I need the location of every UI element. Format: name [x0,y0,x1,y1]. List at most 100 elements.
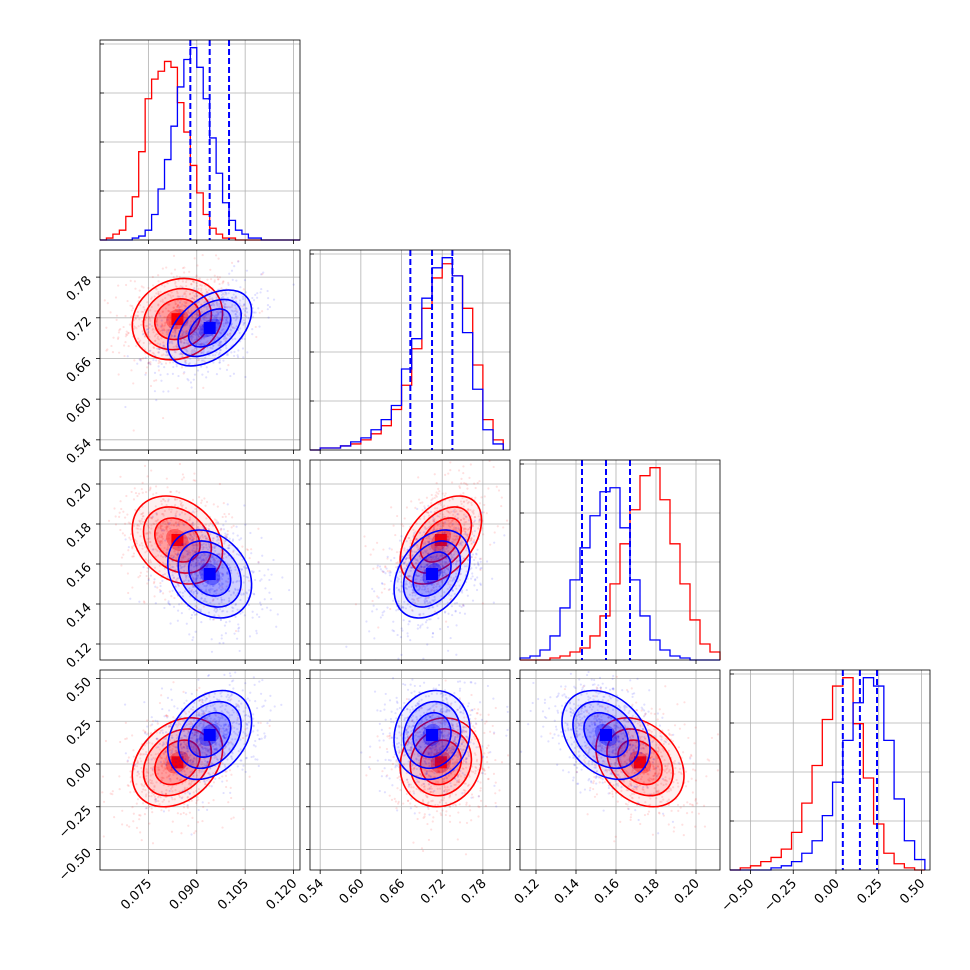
scatter-point [194,342,197,345]
scatter-point [165,714,168,717]
scatter-point [174,723,178,726]
scatter-point [423,515,426,518]
scatter-point [174,302,177,305]
scatter-point [200,714,203,718]
scatter-point [429,510,433,514]
scatter-point [153,580,156,583]
scatter-point [187,536,190,539]
scatter-point [190,569,193,572]
scatter-point [428,545,431,548]
scatter-point [200,338,203,341]
scatter-point [138,295,141,299]
scatter-point [168,522,171,525]
scatter-point [245,592,249,595]
scatter-point [471,599,475,602]
scatter-point [127,332,130,335]
contour-blue [187,551,232,597]
scatter-point [462,528,465,531]
scatter-point [201,699,204,702]
scatter-point [194,331,197,334]
scatter-point [427,556,431,559]
scatter-point [117,373,120,376]
scatter-point [180,366,184,369]
scatter-point [149,309,152,312]
scatter-point [215,592,218,595]
scatter-point [217,560,220,563]
scatter-point [214,559,217,562]
scatter-point [417,548,420,552]
scatter-point [451,497,454,500]
scatter-point [474,486,477,490]
scatter-point [469,526,472,529]
scatter-point [449,636,452,640]
scatter-point [109,792,112,795]
scatter-point [198,571,201,574]
scatter-point [442,573,445,577]
scatter-point [195,577,198,580]
scatter-point [219,322,223,325]
scatter-point [187,363,191,366]
scatter-point [226,572,229,575]
scatter-point [410,566,413,569]
scatter-point [189,784,192,787]
scatter-point [155,316,159,320]
scatter-point [439,521,442,524]
scatter-point [228,544,231,547]
scatter-point [198,343,201,346]
scatter-point [165,526,168,530]
scatter-point [231,296,234,299]
scatter-point [181,478,184,481]
scatter-point [233,265,236,268]
scatter-point [126,784,129,787]
scatter-point [162,390,165,393]
scatter-point [150,807,153,810]
scatter-point [193,298,196,302]
scatter-point [236,608,239,611]
scatter-point [191,539,195,542]
scatter-point [157,362,160,365]
scatter-point [174,549,177,552]
scatter-point [216,303,219,306]
scatter-point [452,576,455,580]
scatter-point [211,338,215,341]
scatter-point [174,284,177,288]
scatter-point [232,372,236,375]
scatter-point [419,624,422,627]
scatter-point [254,325,257,329]
scatter-point [439,548,442,552]
scatter-point [492,465,495,469]
scatter-point [103,299,106,302]
scatter-point [470,555,473,559]
scatter-point [194,604,197,608]
scatter-point [414,594,417,597]
scatter-point [235,580,238,584]
scatter-point [124,341,127,344]
scatter-point [170,272,173,275]
scatter-point [438,515,441,518]
scatter-point [249,531,252,535]
scatter-point [220,634,223,637]
scatter-point [445,576,448,579]
scatter-point [157,274,160,277]
scatter-point [212,537,215,540]
scatter-point [191,353,194,356]
scatter-point [432,562,435,565]
scatter-point [140,839,143,842]
scatter-point [427,511,430,514]
scatter-point [464,536,467,539]
scatter-point [209,268,212,271]
scatter-point [144,731,147,734]
scatter-point [462,529,465,532]
scatter-point [458,543,461,547]
scatter-point [217,566,220,569]
scatter-point [433,521,436,524]
scatter-point [127,591,130,595]
scatter-point [417,548,420,551]
scatter-point [411,608,414,612]
scatter-point [198,686,201,689]
scatter-point [168,303,171,306]
scatter-point [421,501,424,504]
scatter-point [163,325,166,328]
scatter-point [213,274,216,277]
scatter-point [149,319,152,322]
